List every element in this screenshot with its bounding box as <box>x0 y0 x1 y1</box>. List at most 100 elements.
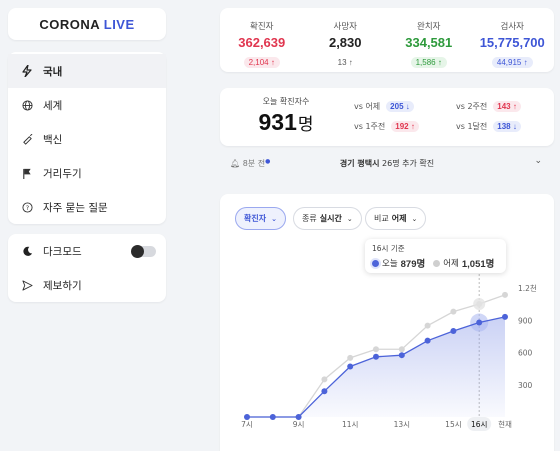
sidebar-item-world[interactable]: 세계 <box>8 88 166 122</box>
x-tick-label: 16시 <box>471 420 487 429</box>
x-tick-label: 15시 <box>445 420 461 429</box>
sidebar-item-label: 거리두기 <box>43 167 82 180</box>
x-tick-label: 11시 <box>342 420 358 429</box>
stat-label: 확진자 <box>250 22 274 32</box>
compare-badge: 143 ↑ <box>493 101 521 112</box>
compare-2weeks: vs 2주전 143 ↑ <box>456 101 521 112</box>
notice-message: 경기 평택시 26명 추가 확진 <box>339 159 435 168</box>
today-count: 931명 <box>258 109 314 135</box>
sidebar-nav: 국내 세계 백신 거리두기 ? 자주 묻는 질문 <box>8 52 166 224</box>
syringe-icon <box>21 133 33 145</box>
today-label: 오늘 확진자수 <box>262 97 310 106</box>
globe-icon <box>21 99 33 111</box>
moon-icon <box>21 245 33 257</box>
chevron-down-icon: ⌄ <box>411 214 418 223</box>
dark-mode-toggle[interactable] <box>131 244 156 258</box>
send-icon <box>21 279 33 291</box>
question-icon: ? <box>21 201 33 213</box>
data-point-today <box>373 353 379 360</box>
tooltip-title: 16시 기준 <box>372 244 405 253</box>
data-point-today <box>476 319 483 326</box>
y-tick-label: 1.2천 <box>518 283 537 293</box>
y-tick-label: 600 <box>518 349 533 358</box>
bolt-icon <box>21 65 33 77</box>
stat-value: 362,639 <box>238 35 286 50</box>
tooltip-values: 오늘 879명 어제 1,051명 <box>372 256 494 270</box>
sidebar-item-faq[interactable]: ? 자주 묻는 질문 <box>8 190 166 224</box>
stat-change: 13 ↑ <box>337 58 353 67</box>
data-point-today <box>269 414 276 420</box>
stat-change: 1,586 ↑ <box>410 57 447 68</box>
chevron-down-icon: ⌄ <box>271 214 277 223</box>
data-point-today <box>424 337 431 344</box>
compare-1month: vs 1달전 138 ↓ <box>456 121 521 132</box>
sidebar-item-distancing[interactable]: 거리두기 <box>8 156 166 190</box>
sidebar-item-label: 국내 <box>43 65 63 78</box>
sidebar-item-domestic[interactable]: 국내 <box>8 54 166 88</box>
highlight-halo-yesterday <box>473 298 486 311</box>
data-point-yesterday <box>450 308 457 315</box>
x-tick-label: 7시 <box>241 420 253 429</box>
stat-tested: 검사자 15,775,700 44,915 ↑ <box>471 8 555 72</box>
compare-badge: 205 ↓ <box>386 101 414 112</box>
stat-label: 사망자 <box>333 22 357 32</box>
today-area <box>247 316 505 417</box>
logo[interactable]: CORONA LIVE <box>39 16 135 32</box>
stat-change: 44,915 ↑ <box>491 57 533 68</box>
sidebar-item-label: 자주 묻는 질문 <box>43 201 108 214</box>
x-tick-label: 현재 <box>498 420 512 429</box>
stat-confirmed: 확진자 362,639 2,104 ↑ <box>220 8 304 72</box>
compare-badge: 192 ↑ <box>391 121 419 132</box>
stat-value: 334,581 <box>405 35 453 50</box>
metric-filter-button[interactable]: 확진자 ⌄ <box>235 207 286 230</box>
data-point-today <box>244 414 250 420</box>
compare-1week: vs 1주전 192 ↑ <box>354 121 419 132</box>
compare-badge: 138 ↓ <box>493 121 521 132</box>
data-point-today <box>347 363 354 370</box>
dark-mode-row: 다크모드 <box>8 234 166 268</box>
y-tick-label: 300 <box>518 381 533 390</box>
stat-change: 2,104 ↑ <box>243 57 280 68</box>
compare-yesterday: vs 어제 205 ↓ <box>354 101 414 112</box>
data-point-yesterday <box>424 322 431 329</box>
chevron-down-icon[interactable]: ⌄ <box>534 156 542 166</box>
dark-mode-label: 다크모드 <box>43 245 82 258</box>
line-chart[interactable]: 300 600 900 1.2천 7시 9시 11시 13시 15시 16시 현재 <box>220 194 554 451</box>
y-tick-label: 900 <box>518 316 533 325</box>
report-button[interactable]: 제보하기 <box>8 268 166 302</box>
type-filter-button[interactable]: 종류 실시간 ⌄ <box>293 207 362 230</box>
today-card: 오늘 확진자수 931명 vs 어제 205 ↓ vs 2주전 143 ↑ vs… <box>220 88 554 146</box>
settings-card: 다크모드 제보하기 <box>8 234 166 302</box>
stat-label: 검사자 <box>500 22 524 32</box>
stats-card: 확진자 362,639 2,104 ↑ 사망자 2,830 13 ↑ 완치자 3… <box>220 8 554 72</box>
flag-icon <box>21 167 33 179</box>
data-point-today <box>321 388 328 395</box>
data-point-today <box>295 414 302 420</box>
sidebar-item-label: 세계 <box>43 99 63 112</box>
data-point-today <box>398 352 405 359</box>
stat-label: 완치자 <box>417 22 441 32</box>
logo-card: CORONA LIVE <box>8 8 166 40</box>
sidebar-item-vaccine[interactable]: 백신 <box>8 122 166 156</box>
today-summary: 오늘 확진자수 931명 <box>220 88 352 146</box>
live-notice[interactable]: 🔔︎ 8분 전● 경기 평택시 26명 추가 확진 ⌄ <box>220 152 554 174</box>
data-point-yesterday <box>502 291 508 298</box>
data-point-today <box>450 328 457 334</box>
chart-tooltip: 16시 기준 오늘 879명 어제 1,051명 <box>365 239 506 273</box>
stat-deaths: 사망자 2,830 13 ↑ <box>304 8 388 72</box>
highlight-tick-bg <box>467 417 492 431</box>
report-label: 제보하기 <box>43 279 82 292</box>
data-point-yesterday <box>321 376 328 383</box>
data-point-yesterday <box>347 354 354 361</box>
data-point-yesterday <box>398 346 405 353</box>
chevron-down-icon: ⌄ <box>346 214 353 223</box>
chart-card: 확진자 ⌄ 종류 실시간 ⌄ 비교 어제 ⌄ 300 600 900 1.2천 7시 9시 11시 13… <box>220 194 554 451</box>
x-tick-label: 9시 <box>293 420 305 429</box>
x-tick-label: 13시 <box>394 420 410 429</box>
stat-value: 15,775,700 <box>479 35 545 50</box>
notice-time: 🔔︎ 8분 전● <box>230 158 271 168</box>
stat-value: 2,830 <box>328 35 362 50</box>
compare-filter-button[interactable]: 비교 어제 ⌄ <box>365 207 427 230</box>
data-point-today <box>502 313 508 320</box>
svg-text:?: ? <box>25 203 28 211</box>
